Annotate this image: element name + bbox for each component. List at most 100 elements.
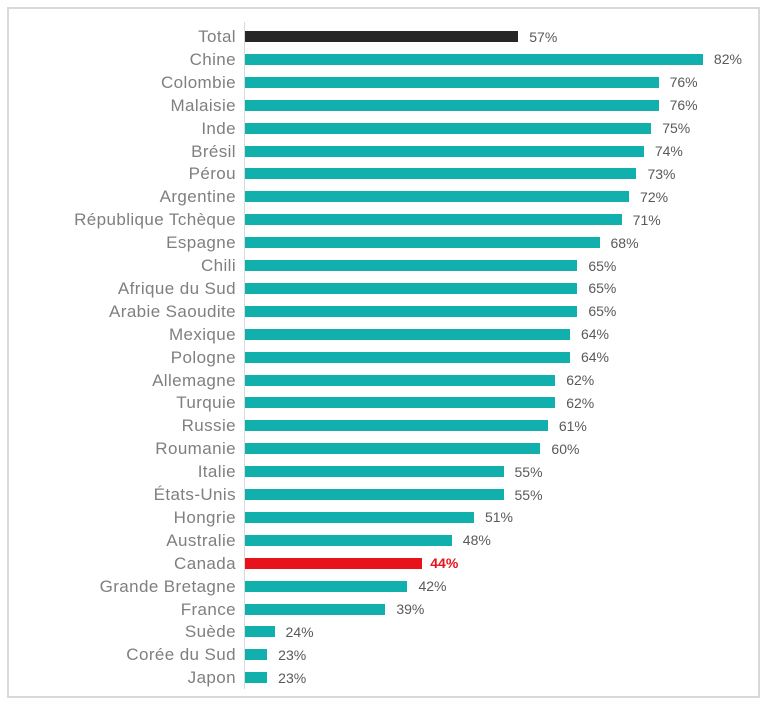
value-label: 68% (610, 234, 639, 251)
category-label: Chine (189, 49, 236, 69)
category-label: Espagne (166, 233, 236, 253)
chart-row: Suède 24% (0, 620, 775, 643)
bar (245, 237, 600, 249)
category-label: Turquie (176, 393, 236, 413)
value-label: 55% (514, 486, 543, 503)
category-label: Italie (197, 462, 236, 482)
chart-row: Colombie 76% (0, 71, 775, 94)
chart-row: Total 57% (0, 25, 775, 48)
value-label: 62% (566, 372, 595, 388)
bar (245, 557, 423, 569)
chart-row: Chili 65% (0, 254, 775, 277)
bar (245, 351, 570, 363)
chart-row: Brésil 74% (0, 140, 775, 163)
chart-row: Inde 75% (0, 117, 775, 140)
chart-row: Mexique 64% (0, 323, 775, 346)
bar (245, 191, 630, 203)
bar (245, 53, 703, 65)
value-label: 23% (278, 646, 307, 663)
value-label: 55% (514, 463, 543, 480)
value-label: 75% (662, 120, 691, 137)
chart-row: États-Unis 55% (0, 483, 775, 506)
value-label: 57% (529, 28, 558, 45)
category-label: Afrique du Sud (117, 278, 236, 298)
category-label: Colombie (160, 72, 236, 92)
chart-row: Malaisie 76% (0, 94, 775, 117)
bar (245, 672, 268, 684)
value-label: 39% (396, 601, 425, 617)
value-label: 48% (462, 532, 491, 549)
chart-row: Pérou 73% (0, 162, 775, 185)
bar (245, 534, 452, 546)
bar (245, 305, 578, 317)
chart-row: France 39% (0, 598, 775, 621)
value-label: 71% (632, 211, 661, 228)
bar (245, 466, 504, 478)
value-label: 65% (588, 257, 617, 274)
category-label: Inde (201, 118, 236, 138)
bar (245, 260, 578, 271)
value-label: 62% (566, 394, 595, 411)
chart-row: Afrique du Sud 65% (0, 277, 775, 300)
value-label: 44% (430, 555, 459, 572)
bar (245, 603, 386, 615)
chart-row: Japon 23% (0, 666, 775, 689)
value-label: 42% (418, 578, 447, 595)
category-label: Total (198, 27, 236, 46)
category-label: Russie (181, 416, 236, 436)
value-label: 51% (484, 509, 513, 526)
bar (245, 31, 519, 42)
value-label: 65% (588, 303, 617, 320)
category-label: Suède (184, 622, 236, 642)
value-label: 65% (588, 280, 617, 297)
value-label: 64% (580, 326, 609, 343)
category-label: Brésil (191, 141, 236, 161)
bar (245, 122, 652, 134)
category-label: Australie (166, 530, 236, 550)
category-label: Hongrie (173, 507, 236, 527)
value-label: 61% (558, 417, 587, 434)
bar (245, 397, 556, 409)
bar (245, 168, 637, 180)
value-label: 74% (654, 143, 683, 159)
chart-row: Espagne 68% (0, 231, 775, 254)
bar (245, 649, 268, 661)
category-label: États-Unis (153, 485, 236, 504)
chart-row: Corée du Sud 23% (0, 643, 775, 666)
category-label: Arabie Saoudite (109, 301, 236, 321)
chart-row: Australie 48% (0, 529, 775, 552)
category-label: Chili (200, 256, 236, 275)
bar (245, 145, 644, 157)
bar (245, 626, 275, 638)
chart-row: Argentine 72% (0, 185, 775, 208)
value-label: 76% (669, 97, 698, 114)
bar (245, 214, 622, 226)
chart-row: Grande Bretagne 42% (0, 575, 775, 598)
value-label: 60% (551, 440, 580, 457)
category-label: France (180, 599, 236, 619)
category-label: Allemagne (152, 370, 236, 390)
bar (245, 76, 659, 88)
chart-row: Russie 61% (0, 414, 775, 437)
category-label: Japon (187, 668, 236, 688)
category-label: République Tchèque (74, 210, 236, 230)
bar (245, 420, 548, 432)
chart-row: Chine 82% (0, 48, 775, 71)
bar (245, 580, 408, 592)
chart-row: Allemagne 62% (0, 369, 775, 392)
bar (245, 489, 504, 500)
category-label: Mexique (168, 324, 236, 344)
bar (245, 99, 659, 111)
chart-row: Roumanie 60% (0, 437, 775, 460)
bar (245, 328, 570, 340)
category-label: Argentine (159, 187, 236, 207)
category-label: Canada (174, 553, 236, 573)
category-label: Pérou (188, 164, 236, 184)
chart-row: République Tchèque 71% (0, 208, 775, 231)
value-label: 23% (278, 669, 307, 686)
category-label: Corée du Sud (126, 645, 236, 665)
bar (245, 374, 556, 386)
chart-row: Pologne 64% (0, 346, 775, 369)
value-label: 64% (580, 349, 609, 366)
